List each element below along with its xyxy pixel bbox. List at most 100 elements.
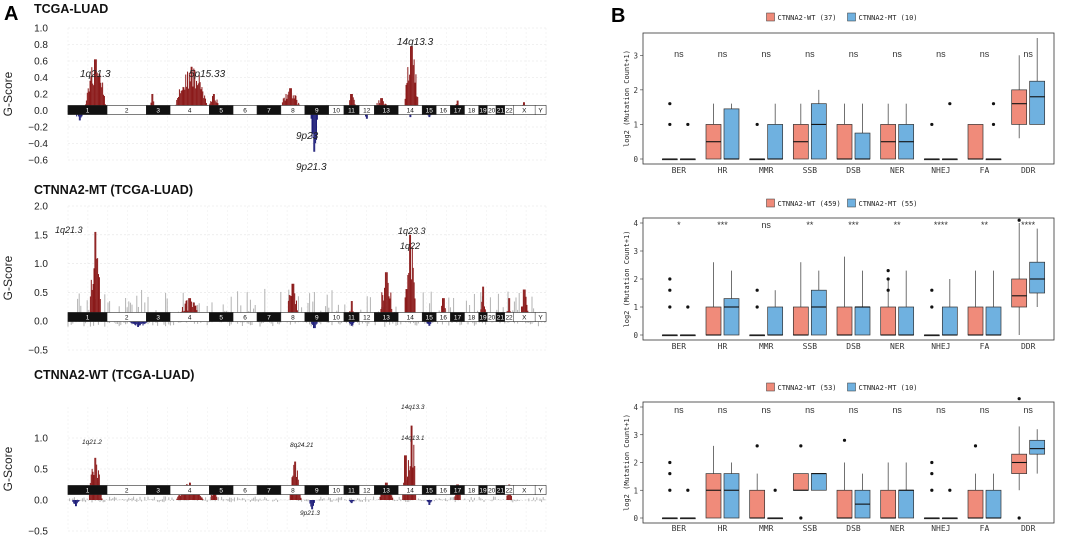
chromosome-label: 17 (454, 107, 462, 114)
legend-swatch-wt (766, 12, 775, 22)
wt-box (705, 306, 722, 336)
legend-swatch-mt (847, 12, 856, 22)
wt-outlier (930, 288, 934, 292)
category-label: SSB (803, 342, 818, 351)
category-label: SSB (803, 166, 818, 175)
chromosome-label: 20 (488, 314, 496, 321)
mt-box (898, 306, 915, 336)
wt-outlier (755, 122, 759, 127)
y-axis-label: G-Score (1, 71, 15, 116)
y-tick-label: 0 (633, 331, 638, 340)
peak-label: 14q13.1 (401, 435, 425, 442)
chromosome-label: 2 (125, 107, 129, 114)
y-axis-label: G-Score (1, 446, 15, 491)
wt-box (749, 489, 766, 519)
significance-label: **** (934, 220, 949, 230)
chromosome-label: 4 (188, 487, 192, 494)
y-tick-label: 1.0 (34, 434, 48, 445)
mt-outlier (991, 102, 996, 106)
significance-label: ns (849, 49, 859, 59)
chromosome-label: 5 (219, 487, 223, 494)
panel-letter-b: B (611, 5, 625, 27)
category-label: MMR (759, 342, 774, 351)
category-label: DDR (1021, 524, 1036, 533)
wt-box (1011, 278, 1028, 308)
legend-swatch-wt (766, 382, 775, 392)
chromosome-label: 16 (440, 314, 448, 321)
wt-outlier (930, 122, 934, 127)
significance-label: ns (718, 49, 728, 59)
wt-outlier (930, 305, 934, 309)
chromosome-band (534, 485, 547, 495)
category-label: NHEJ (931, 342, 950, 351)
wt-outlier (886, 269, 890, 273)
y-tick-label: 4 (633, 219, 638, 228)
mt-box (810, 473, 827, 491)
chromosome-label: 10 (333, 487, 341, 494)
wt-outlier (755, 288, 759, 292)
wt-outlier (668, 488, 672, 492)
legend-label-mt: CTNNA2-MT (55) (859, 200, 918, 208)
category-label: BER (672, 166, 687, 175)
legend-swatch-mt (847, 198, 856, 208)
significance-label: ns (1023, 405, 1033, 415)
chromosome-label: 21 (497, 487, 505, 494)
category-label: NER (890, 524, 905, 533)
chromosome-label: 11 (348, 314, 355, 321)
y-tick-label: 1 (633, 486, 638, 495)
chromosome-label: X (522, 314, 527, 321)
mt-box (723, 298, 740, 336)
chromosome-label: 12 (363, 487, 371, 494)
wt-outlier (799, 516, 803, 520)
y-tick-label: 2.0 (34, 202, 48, 213)
chromosome-label: X (522, 107, 527, 114)
y-tick-label: 0 (633, 155, 638, 164)
chromosome-label: 4 (188, 314, 192, 321)
wt-box (1011, 453, 1028, 474)
chromosome-label: 11 (348, 107, 355, 114)
significance-label: ns (1023, 49, 1033, 59)
wt-outlier (842, 438, 847, 442)
plot-title: TCGA-LUAD (34, 2, 108, 16)
y-tick-label: 1 (633, 120, 638, 129)
chromosome-label: 3 (156, 107, 160, 114)
category-label: HR (718, 342, 728, 351)
boxplot-chart-2: CTNNA2-WT (53) CTNNA2-MT (10) log2 (Mutati… (623, 382, 1055, 533)
peak-label: 9p21.3 (300, 510, 320, 517)
boxplot-chart-0: CTNNA2-WT (37) CTNNA2-MT (10) log2 (Mutati… (623, 12, 1055, 175)
mt-box (898, 489, 915, 519)
wt-outlier (668, 472, 672, 476)
legend-label-wt: CTNNA2-WT (53) (778, 384, 837, 392)
y-tick-label: 2 (633, 86, 638, 95)
mt-box (854, 306, 871, 336)
plot-frame (642, 32, 1055, 165)
chromosome-label: 9 (315, 487, 319, 494)
significance-label: * (677, 220, 681, 230)
chromosome-label: 18 (468, 314, 476, 321)
category-label: DSB (846, 166, 861, 175)
wt-outlier (668, 288, 672, 292)
y-tick-label: 3 (633, 247, 638, 256)
significance-label: ns (761, 220, 771, 230)
category-label: DDR (1021, 342, 1036, 351)
mt-outlier (948, 102, 952, 106)
y-tick-label: 1.0 (34, 24, 48, 35)
wt-outlier (668, 102, 672, 106)
y-axis-label: G-Score (1, 255, 15, 300)
plot-title: CTNNA2-MT (TCGA-LUAD) (34, 183, 193, 197)
wt-box (967, 489, 984, 519)
chromosome-label: 16 (440, 487, 448, 494)
chromosome-label: 6 (243, 487, 247, 494)
chromosome-label: 3 (156, 487, 160, 494)
significance-label: ns (980, 405, 990, 415)
legend-swatch-wt (766, 198, 775, 208)
y-tick-label: 0.2 (34, 90, 48, 101)
y-tick-label: 0.5 (34, 288, 48, 299)
wt-outlier (1017, 397, 1021, 401)
wt-outlier (886, 277, 890, 281)
chromosome-label: 19 (479, 314, 487, 321)
wt-box (836, 124, 853, 160)
legend-swatch-mt (847, 382, 856, 392)
mt-outlier (991, 122, 996, 127)
wt-outlier (799, 444, 803, 448)
